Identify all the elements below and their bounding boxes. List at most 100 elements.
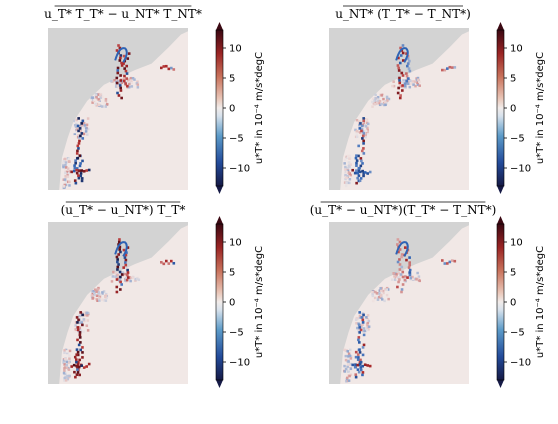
coastal-cell <box>86 117 90 120</box>
flux-cell <box>119 74 122 77</box>
flux-cell <box>448 65 452 69</box>
flux-cell <box>76 156 80 160</box>
coastal-cell <box>84 322 88 325</box>
coastal-cell <box>362 329 365 333</box>
coastal-cell <box>68 374 71 378</box>
flux-cell <box>351 168 354 172</box>
flux-cell <box>119 250 122 254</box>
coastal-cell <box>79 321 82 325</box>
flux-cell <box>119 56 122 60</box>
coastal-cell <box>134 279 137 282</box>
flux-cell <box>357 356 360 359</box>
coastal-cell <box>381 289 385 293</box>
coastal-cell <box>373 296 377 300</box>
flux-cell <box>355 159 359 162</box>
coastal-cell <box>401 80 404 84</box>
flux-cell <box>125 251 128 254</box>
coastal-cell <box>380 102 383 106</box>
coastal-cell <box>83 313 87 317</box>
coastal-cell <box>117 79 121 83</box>
coastal-cell <box>84 130 88 133</box>
coastal-cell <box>373 99 376 102</box>
colorbar-body <box>216 30 223 186</box>
coastal-cell <box>68 357 71 360</box>
coastal-cell <box>346 166 349 170</box>
flux-cell <box>125 278 129 282</box>
flux-cell <box>401 89 404 92</box>
flux-cell <box>119 79 123 82</box>
colorbar-tick-label: −10 <box>510 164 531 175</box>
flux-cell <box>397 86 400 90</box>
flux-cell <box>76 326 80 329</box>
flux-cell <box>403 82 407 85</box>
flux-cell <box>357 323 361 327</box>
coastal-cell <box>359 124 363 128</box>
flux-cell <box>118 59 122 62</box>
coastal-cell <box>344 184 348 188</box>
flux-cell <box>362 313 365 317</box>
coastal-cell <box>98 299 101 302</box>
coastal-cell <box>386 288 390 291</box>
flux-cell <box>407 266 411 269</box>
flux-cell <box>400 255 403 259</box>
coastal-cell <box>98 296 101 300</box>
colorbar-extend-min <box>497 186 504 194</box>
coastal-cell <box>379 287 382 290</box>
coastal-cell <box>103 101 106 105</box>
flux-cell <box>398 81 402 85</box>
coastal-cell <box>90 294 94 297</box>
flux-cell <box>79 162 82 165</box>
coastal-cell <box>62 165 65 169</box>
coastal-cell <box>104 97 108 101</box>
coastal-cell <box>85 324 89 327</box>
coastal-cell <box>414 84 417 88</box>
map-axes <box>48 222 189 384</box>
coastal-cell <box>81 315 84 319</box>
flux-cell <box>119 288 122 291</box>
flux-cell <box>354 350 358 354</box>
coastal-cell <box>395 277 399 280</box>
coastal-cell <box>347 379 351 382</box>
flux-cell <box>360 316 364 319</box>
flux-cell <box>81 137 85 140</box>
coastal-cell <box>348 354 352 357</box>
flux-cell <box>359 360 363 364</box>
flux-cell <box>398 79 401 82</box>
colorbar-extend-max <box>497 216 504 224</box>
coastal-cell <box>358 125 361 128</box>
coastal-cell <box>62 359 66 362</box>
coastal-cell <box>357 328 361 331</box>
flux-cell <box>360 124 364 128</box>
coastal-cell <box>63 379 66 382</box>
coastal-cell <box>358 314 362 318</box>
coastal-cell <box>393 278 397 281</box>
coastal-cell <box>101 298 104 301</box>
coastal-cell <box>91 292 95 296</box>
flux-cell <box>79 341 82 344</box>
flux-cell <box>358 331 361 334</box>
coastal-cell <box>114 85 118 88</box>
flux-loop <box>395 241 409 257</box>
coastal-cell <box>110 280 114 283</box>
coastal-cell <box>355 322 358 325</box>
coastal-cell <box>102 298 106 302</box>
coastal-cell <box>384 100 387 104</box>
coastal-cell <box>344 367 348 371</box>
flux-cell <box>354 375 358 379</box>
flux-cell <box>405 79 409 83</box>
flux-cell <box>74 159 77 162</box>
coastal-cell <box>416 271 419 275</box>
coastal-cell <box>125 80 128 83</box>
coastal-cell <box>349 173 353 177</box>
coastal-cell <box>348 172 352 176</box>
flux-cell <box>357 370 361 374</box>
coastal-cell <box>393 275 396 278</box>
colorbar-tick-label: −10 <box>229 358 250 369</box>
flux-cell <box>81 356 84 359</box>
flux-cell <box>78 154 82 157</box>
coastal-cell <box>418 80 421 84</box>
panel-title: (u_T* − u_NT*) T_T* <box>61 201 185 217</box>
coastal-cell <box>355 129 359 133</box>
coastal-cell <box>360 128 364 131</box>
coastal-cell <box>365 318 368 322</box>
